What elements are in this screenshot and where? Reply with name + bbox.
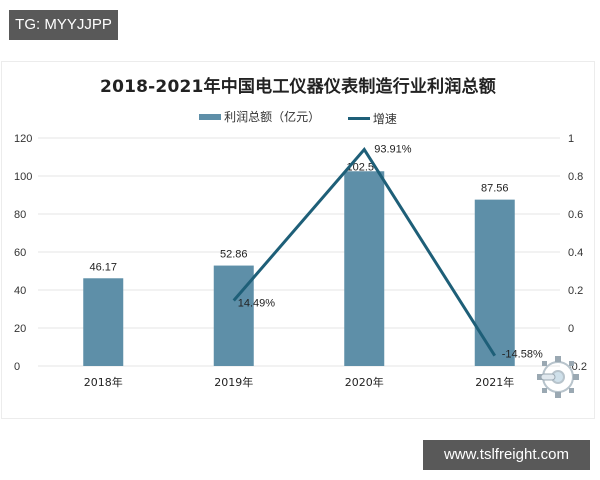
right-axis-tick: 0.6 xyxy=(568,209,583,221)
chart-title: 2018-2021年中国电工仪器仪表制造行业利润总额 xyxy=(100,77,496,97)
plot-area: 020406080100120-0.200.20.40.60.8146.1720… xyxy=(14,133,587,389)
legend-label-growth: 增速 xyxy=(372,111,397,126)
chart-legend: 利润总额（亿元） 增速 xyxy=(2,108,594,127)
left-axis-tick: 80 xyxy=(14,209,26,221)
bar-swatch-icon xyxy=(199,113,222,120)
top-watermark-tag: TG: MYYJJPP xyxy=(9,10,118,40)
bar-value-label: 52.86 xyxy=(220,249,248,261)
category-label: 2018年 xyxy=(84,375,123,389)
gear-watermark-icon xyxy=(537,356,579,398)
growth-value-label: -14.58% xyxy=(502,349,543,361)
bar xyxy=(213,265,254,366)
line-swatch-icon xyxy=(347,116,370,120)
bar-value-label: 46.17 xyxy=(89,261,117,273)
left-axis-tick: 120 xyxy=(14,133,32,145)
bar xyxy=(344,171,385,366)
right-axis-tick: 0.8 xyxy=(568,171,583,183)
growth-value-label: 93.91% xyxy=(374,144,412,156)
category-label: 2020年 xyxy=(345,375,384,389)
bottom-watermark-tag: www.tslfreight.com xyxy=(423,440,590,470)
right-axis-tick: 0.4 xyxy=(568,247,583,259)
legend-item-growth: 增速 xyxy=(347,110,397,127)
growth-value-label: 14.49% xyxy=(238,297,276,309)
right-axis-tick: 0 xyxy=(568,323,574,335)
chart-container: 2018-2021年中国电工仪器仪表制造行业利润总额 利润总额（亿元） 增速 0… xyxy=(1,61,595,419)
growth-line xyxy=(232,147,497,357)
left-axis-tick: 100 xyxy=(14,171,32,183)
left-axis-tick: 40 xyxy=(14,285,26,297)
right-axis-tick: 0.2 xyxy=(568,285,583,297)
category-label: 2021年 xyxy=(475,375,514,389)
legend-label-profit: 利润总额（亿元） xyxy=(224,110,321,124)
left-axis-tick: 0 xyxy=(14,361,20,373)
bar xyxy=(83,278,124,366)
left-axis-tick: 20 xyxy=(14,323,26,335)
bar xyxy=(474,199,515,366)
legend-item-profit: 利润总额（亿元） xyxy=(199,108,320,125)
right-axis-tick: 1 xyxy=(568,133,574,145)
category-label: 2019年 xyxy=(214,375,253,389)
bar-value-label: 87.56 xyxy=(481,183,509,195)
left-axis-tick: 60 xyxy=(14,247,26,259)
